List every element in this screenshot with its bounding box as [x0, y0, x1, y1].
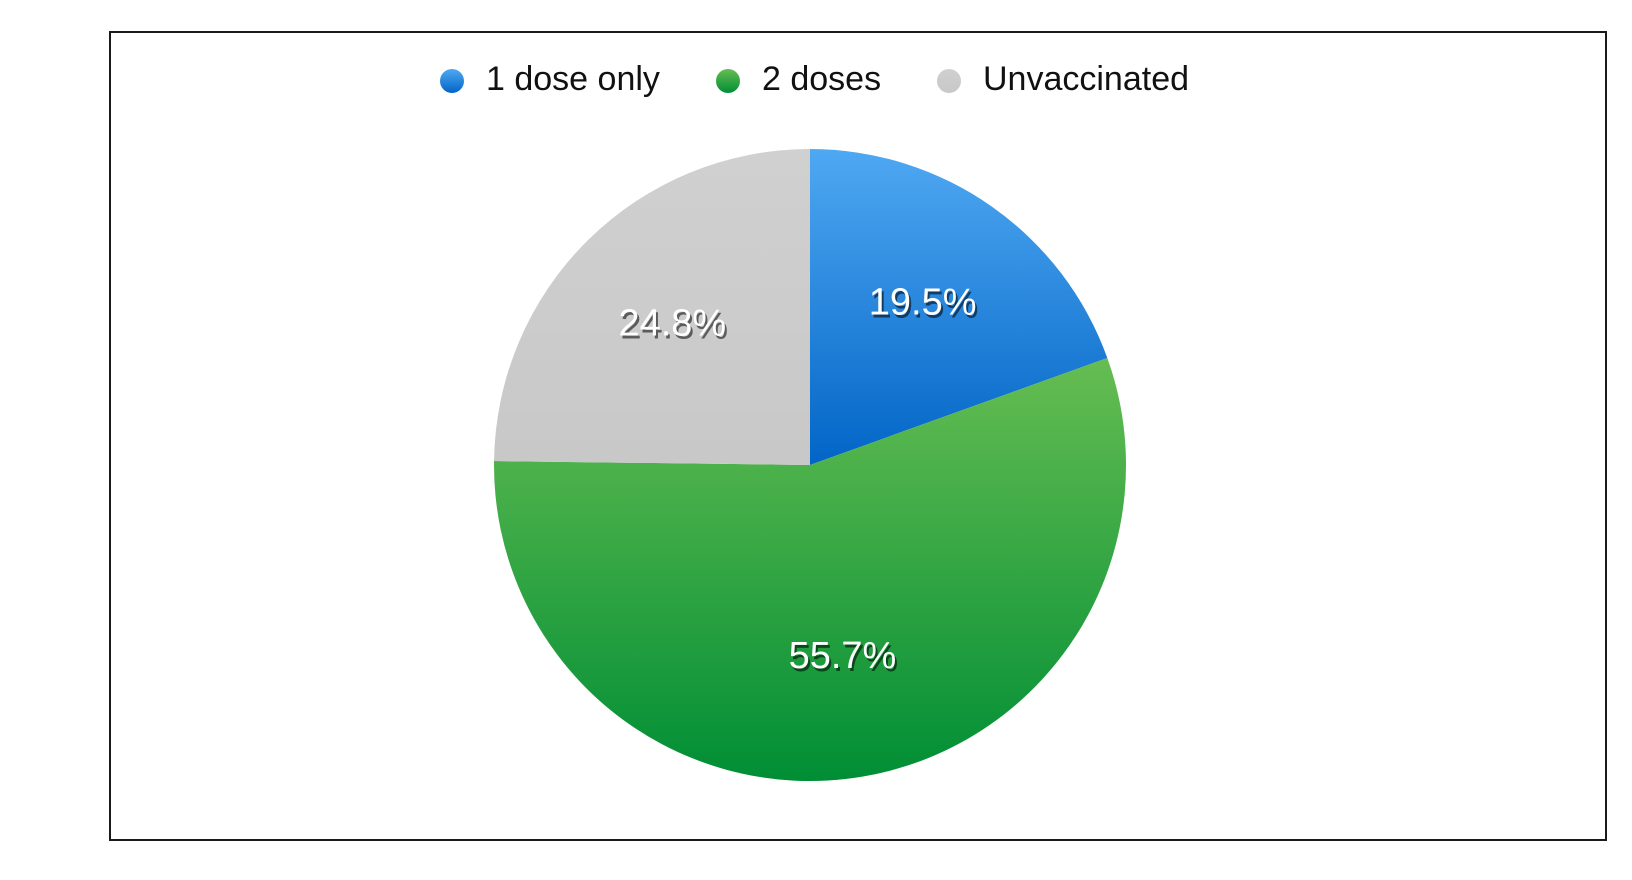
pie-chart: 1 dose only 2 doses Unvaccinated 19.5%19.5…	[440, 60, 1189, 781]
pie-slice-1-dose-only	[810, 149, 1108, 465]
legend-item-2-doses: 2 doses	[716, 60, 881, 98]
legend-swatch-unvaccinated	[937, 69, 961, 93]
legend-label-1-dose-only: 1 dose only	[486, 60, 660, 98]
legend-swatch-1-dose-only	[440, 69, 464, 93]
data-label-shadow: 55.7%	[791, 638, 899, 680]
pie-slice-unvaccinated	[494, 148, 810, 465]
pie-slice-2-doses	[494, 357, 1127, 781]
legend-label-unvaccinated: Unvaccinated	[983, 60, 1189, 98]
legend: 1 dose only 2 doses Unvaccinated	[440, 60, 1189, 98]
legend-label-2-doses: 2 doses	[762, 60, 881, 98]
data-label-shadow: 24.8%	[620, 306, 728, 348]
legend-item-unvaccinated: Unvaccinated	[937, 60, 1189, 98]
data-label-1-dose-only: 19.5%	[869, 282, 977, 324]
data-label-shadow: 19.5%	[871, 285, 979, 327]
data-label-2-doses: 55.7%	[789, 635, 897, 677]
pie-data-labels: 19.5%19.5%55.7%55.7%24.8%24.8%	[618, 282, 978, 681]
chart-frame: 1 dose only 2 doses Unvaccinated 19.5% 19.5…	[109, 31, 1607, 841]
data-label-unvaccinated: 24.8%	[618, 303, 726, 345]
pie-slices	[494, 148, 1127, 781]
legend-item-1-dose-only: 1 dose only	[440, 60, 660, 98]
legend-swatch-2-doses	[716, 69, 740, 93]
